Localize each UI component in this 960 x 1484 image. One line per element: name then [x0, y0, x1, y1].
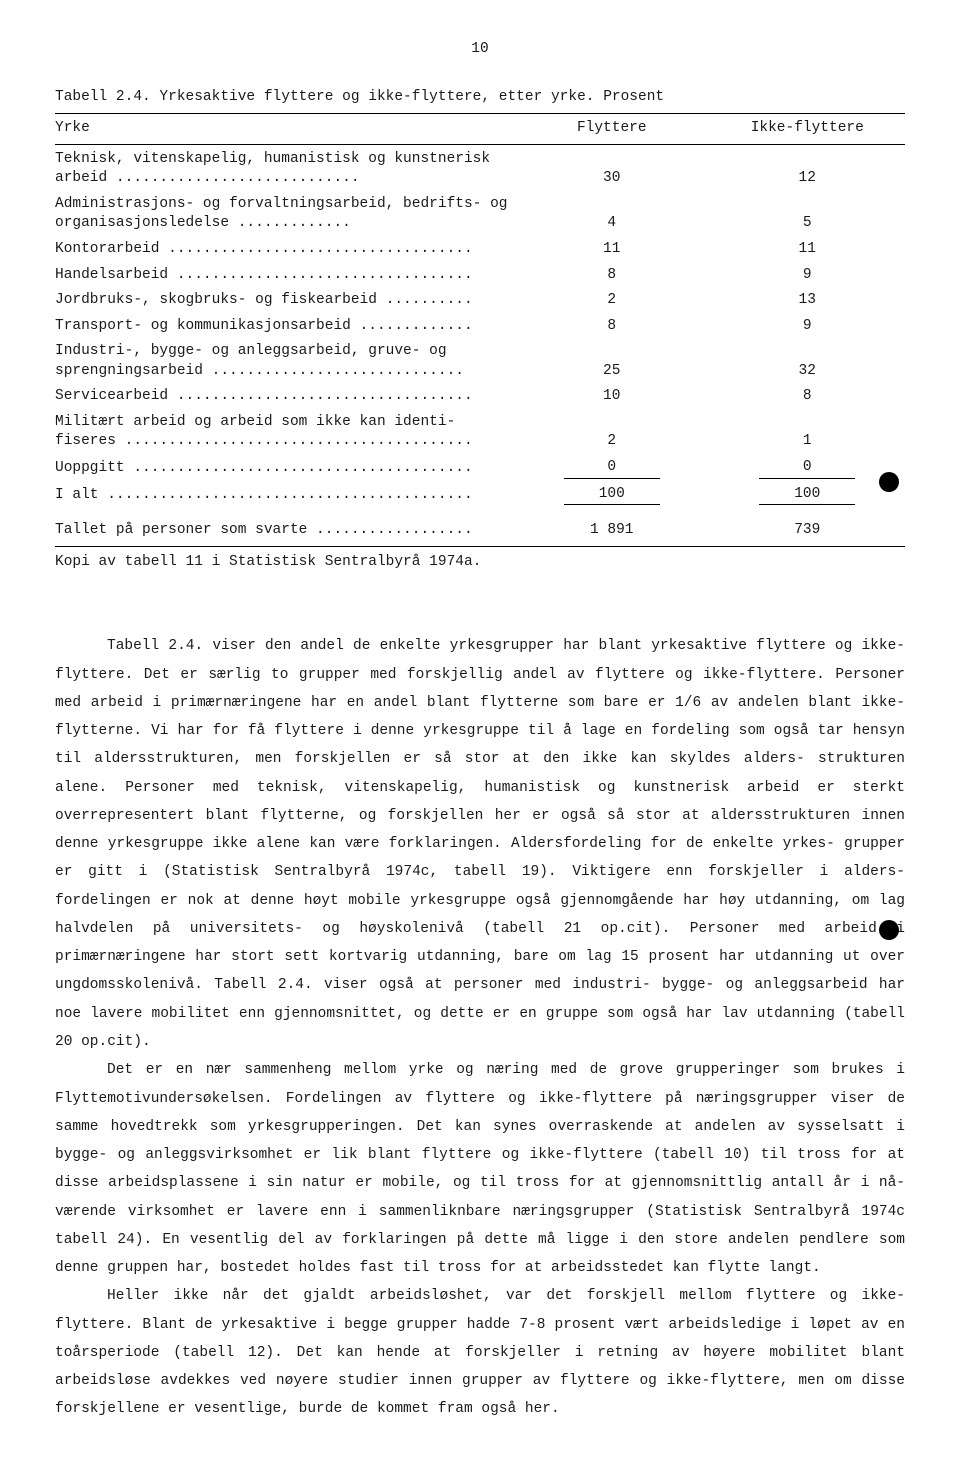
row-ikke: 8 [710, 384, 906, 410]
row-ikke: 9 [710, 314, 906, 340]
row-flyttere: 10 [514, 384, 710, 410]
total-label: I alt ..................................… [55, 482, 514, 509]
row-flyttere: 2 [514, 288, 710, 314]
row-label: Servicearbeid ..........................… [55, 384, 514, 410]
row-flyttere: 30 [514, 147, 710, 192]
scan-artifact-dot [879, 472, 899, 492]
table-row: Militært arbeid og arbeid som ikke kan i… [55, 410, 905, 455]
table-count-row: Tallet på personer som svarte ..........… [55, 518, 905, 544]
table-title: Tabell 2.4. Yrkesaktive flyttere og ikke… [55, 88, 905, 108]
data-table: Yrke Flyttere Ikke-flyttere [55, 116, 905, 142]
row-label: Uoppgitt ...............................… [55, 455, 514, 482]
col-header-yrke: Yrke [55, 116, 514, 142]
row-label: Industri-, bygge- og anleggsarbeid, gruv… [55, 339, 514, 384]
row-label: Militært arbeid og arbeid som ikke kan i… [55, 410, 514, 455]
table-row: Teknisk, vitenskapelig, humanistisk og k… [55, 147, 905, 192]
row-ikke: 0 [710, 455, 906, 482]
table-row: Uoppgitt ...............................… [55, 455, 905, 482]
table-body: Teknisk, vitenskapelig, humanistisk og k… [55, 147, 905, 482]
row-ikke: 9 [710, 263, 906, 289]
row-label: Jordbruks-, skogbruks- og fiskearbeid ..… [55, 288, 514, 314]
table-row: Kontorarbeid ...........................… [55, 237, 905, 263]
row-flyttere: 4 [514, 192, 710, 237]
table-row: Administrasjons- og forvaltningsarbeid, … [55, 192, 905, 237]
body-paragraph-1: Tabell 2.4. viser den andel de enkelte y… [55, 632, 905, 1056]
col-header-flyttere: Flyttere [514, 116, 710, 142]
body-paragraph-3: Heller ikke når det gjaldt arbeidsløshet… [55, 1282, 905, 1423]
col-header-ikke: Ikke-flyttere [710, 116, 906, 142]
total-ikke: 100 [710, 482, 906, 509]
total-flyttere: 100 [514, 482, 710, 509]
page-number: 10 [55, 40, 905, 60]
count-flyttere: 1 891 [514, 518, 710, 544]
table-row: Servicearbeid ..........................… [55, 384, 905, 410]
table-row: Handelsarbeid ..........................… [55, 263, 905, 289]
table-rule-bottom [55, 546, 905, 547]
row-label: Administrasjons- og forvaltningsarbeid, … [55, 192, 514, 237]
table-footnote: Kopi av tabell 11 i Statistisk Sentralby… [55, 553, 905, 573]
table-total-row: I alt ..................................… [55, 482, 905, 509]
row-label: Kontorarbeid ...........................… [55, 237, 514, 263]
row-ikke: 32 [710, 339, 906, 384]
row-ikke: 13 [710, 288, 906, 314]
count-label: Tallet på personer som svarte ..........… [55, 518, 514, 544]
row-label: Teknisk, vitenskapelig, humanistisk og k… [55, 147, 514, 192]
row-flyttere: 25 [514, 339, 710, 384]
table-header-row: Yrke Flyttere Ikke-flyttere [55, 116, 905, 142]
body-paragraph-2: Det er en nær sammenheng mellom yrke og … [55, 1056, 905, 1282]
row-ikke: 5 [710, 192, 906, 237]
row-label: Transport- og kommunikasjonsarbeid .....… [55, 314, 514, 340]
row-flyttere: 8 [514, 263, 710, 289]
row-flyttere: 0 [514, 455, 710, 482]
table-row: Jordbruks-, skogbruks- og fiskearbeid ..… [55, 288, 905, 314]
scan-artifact-dot [879, 920, 899, 940]
row-ikke: 12 [710, 147, 906, 192]
row-flyttere: 11 [514, 237, 710, 263]
row-flyttere: 2 [514, 410, 710, 455]
table-row: Industri-, bygge- og anleggsarbeid, gruv… [55, 339, 905, 384]
row-label: Handelsarbeid ..........................… [55, 263, 514, 289]
table-rule-top [55, 113, 905, 114]
table-rule-head [55, 144, 905, 145]
count-ikke: 739 [710, 518, 906, 544]
row-ikke: 11 [710, 237, 906, 263]
table-row: Transport- og kommunikasjonsarbeid .....… [55, 314, 905, 340]
row-ikke: 1 [710, 410, 906, 455]
row-flyttere: 8 [514, 314, 710, 340]
